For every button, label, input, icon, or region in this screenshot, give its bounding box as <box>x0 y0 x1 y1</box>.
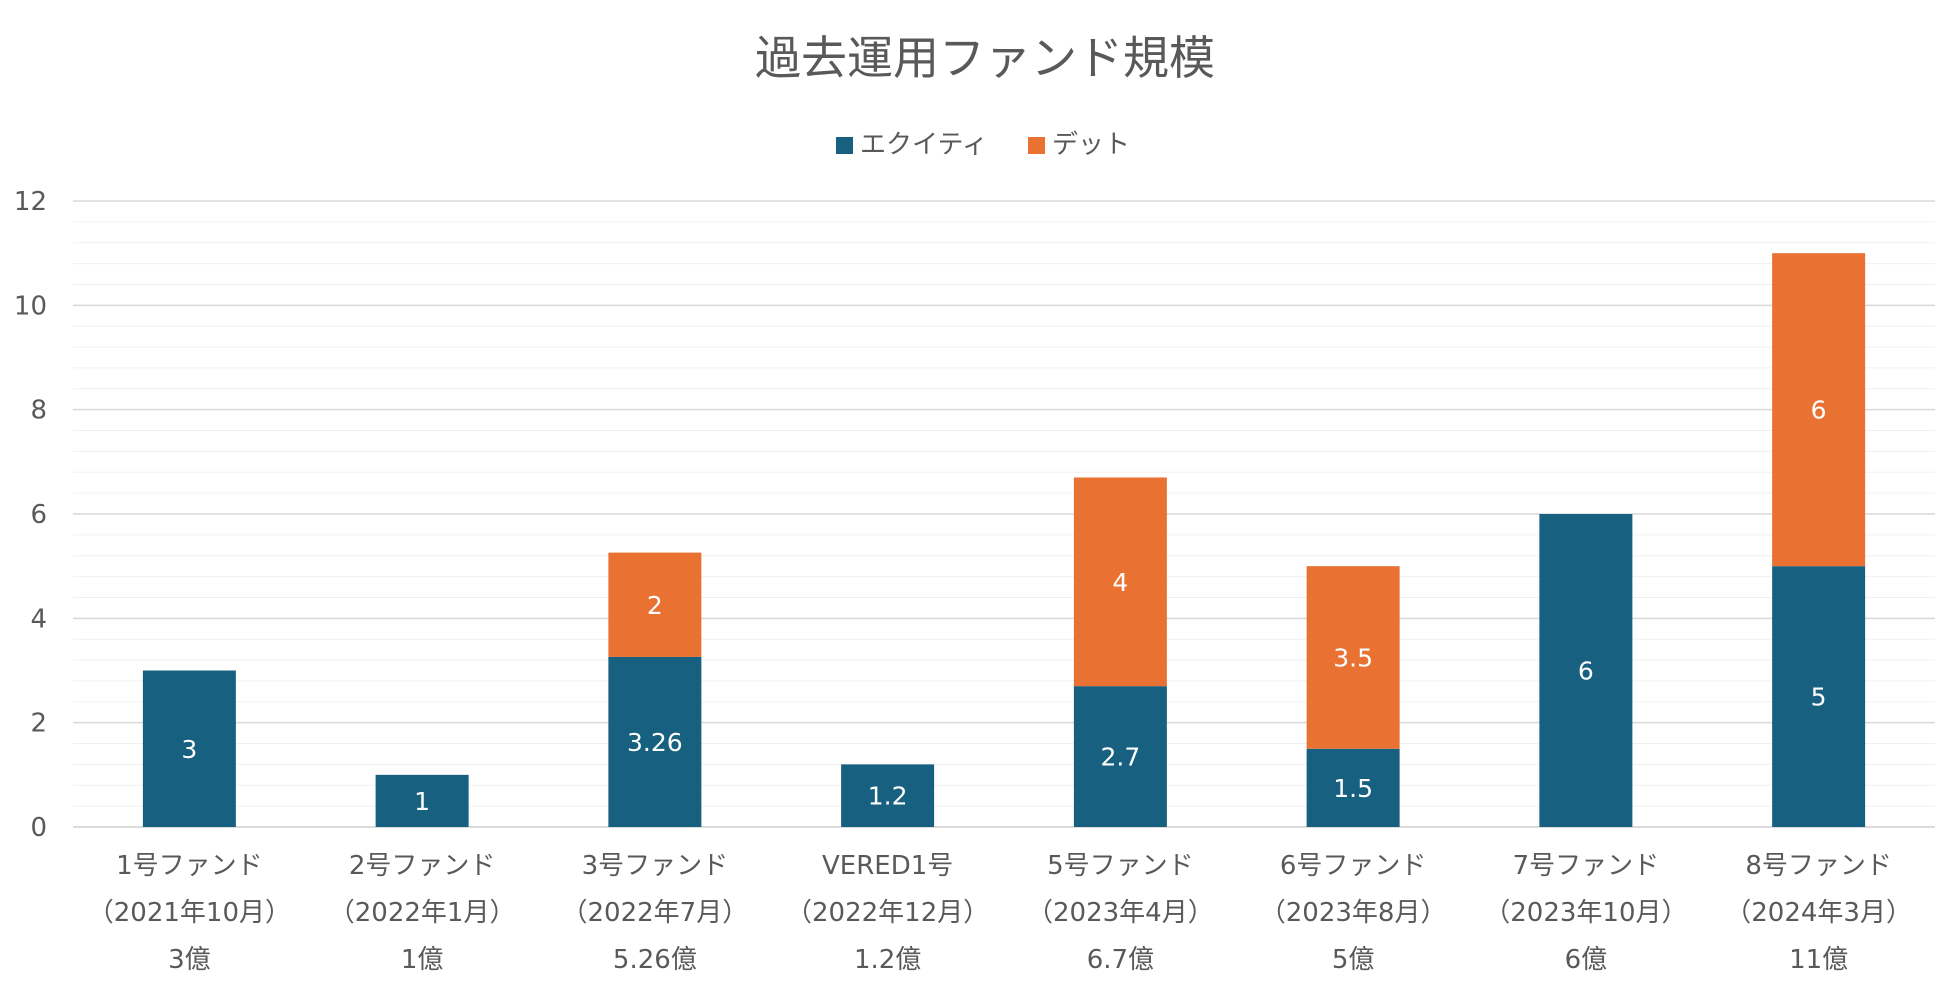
x-tick-label-8-line-1: 8号ファンド <box>1745 851 1892 881</box>
x-tick-label-5-line-1: 5号ファンド <box>1047 851 1194 881</box>
y-tick-label: 6 <box>30 500 47 530</box>
x-tick-label-7-line-2: （2023年10月） <box>1484 898 1687 928</box>
x-tick-label-3-line-2: （2022年7月） <box>562 898 749 928</box>
data-label-equity-8: 5 <box>1811 683 1827 712</box>
x-tick-label-5-line-2: （2023年4月） <box>1027 898 1214 928</box>
data-label-equity-3: 3.26 <box>627 728 683 757</box>
bar-equity-2 <box>375 774 469 827</box>
y-tick-label: 4 <box>30 604 47 634</box>
bar-equity-3 <box>608 656 702 827</box>
legend-label-1: エクイティ <box>860 130 988 160</box>
y-tick-label: 0 <box>30 813 47 843</box>
data-label-equity-2: 1 <box>414 787 430 816</box>
data-label-equity-7: 6 <box>1578 657 1594 686</box>
data-label-equity-1: 3 <box>181 735 197 764</box>
data-label-debt-6: 3.5 <box>1333 643 1373 672</box>
y-tick-label: 8 <box>30 396 47 426</box>
bar-equity-6 <box>1306 748 1400 827</box>
x-tick-label-6-line-3: 5億 <box>1332 945 1375 975</box>
legend-swatch-1 <box>836 137 853 154</box>
y-tick-label: 10 <box>14 291 47 321</box>
data-label-equity-6: 1.5 <box>1333 774 1373 803</box>
data-labels: 3 1 3.26 2 1.2 2.7 4 1.5 3.5 6 5 6 <box>181 396 1826 816</box>
bar-debt-5 <box>1073 477 1167 687</box>
x-tick-label-5-line-3: 6.7億 <box>1087 945 1154 975</box>
bar-equity-7 <box>1539 514 1633 827</box>
x-tick-label-2-line-1: 2号ファンド <box>349 851 496 881</box>
data-label-equity-4: 1.2 <box>868 782 908 811</box>
x-tick-label-3-line-3: 5.26億 <box>613 945 697 975</box>
y-axis: 0 2 4 6 8 10 12 <box>14 187 47 843</box>
x-tick-label-4-line-1: VERED1号 <box>822 851 953 881</box>
x-tick-label-7-line-3: 6億 <box>1565 945 1608 975</box>
bar-equity-4 <box>841 764 935 827</box>
x-axis: 1号ファンド （2021年10月） 3億 2号ファンド （2022年1月） 1億 3号ファン… <box>88 851 1912 975</box>
bar-equity-8 <box>1772 566 1866 827</box>
bar-debt-3 <box>608 552 702 657</box>
x-tick-label-7-line-1: 7号ファンド <box>1513 851 1660 881</box>
bar-equity-1 <box>142 670 236 827</box>
bar-debt-8 <box>1772 253 1866 567</box>
x-tick-label-1-line-2: （2021年10月） <box>88 898 291 928</box>
data-label-debt-5: 4 <box>1112 568 1128 597</box>
x-tick-label-1-line-1: 1号ファンド <box>116 851 263 881</box>
legend: エクイティ デット <box>836 130 1130 160</box>
x-tick-label-8-line-3: 11億 <box>1789 945 1848 975</box>
y-tick-label: 12 <box>14 187 47 217</box>
bar-debt-6 <box>1306 566 1400 749</box>
x-tick-label-8-line-2: （2024年3月） <box>1725 898 1912 928</box>
x-tick-label-6-line-1: 6号ファンド <box>1280 851 1427 881</box>
legend-label-2: デット <box>1052 130 1130 160</box>
x-tick-label-2-line-2: （2022年1月） <box>329 898 516 928</box>
data-label-debt-3: 2 <box>647 591 663 620</box>
x-tick-label-3-line-1: 3号ファンド <box>582 851 729 881</box>
gridlines <box>73 200 1935 828</box>
data-label-debt-8: 6 <box>1811 396 1827 425</box>
y-tick-label: 2 <box>30 709 47 739</box>
x-tick-label-1-line-3: 3億 <box>168 945 211 975</box>
bars <box>142 253 1866 827</box>
chart-title: 過去運用ファンド規模 <box>755 31 1215 85</box>
legend-swatch-2 <box>1028 137 1045 154</box>
x-tick-label-6-line-2: （2023年8月） <box>1260 898 1447 928</box>
data-label-equity-5: 2.7 <box>1100 743 1140 772</box>
x-tick-label-4-line-3: 1.2億 <box>854 945 921 975</box>
x-tick-label-4-line-2: （2022年12月） <box>786 898 989 928</box>
x-tick-label-2-line-3: 1億 <box>401 945 444 975</box>
bar-equity-5 <box>1073 686 1167 827</box>
